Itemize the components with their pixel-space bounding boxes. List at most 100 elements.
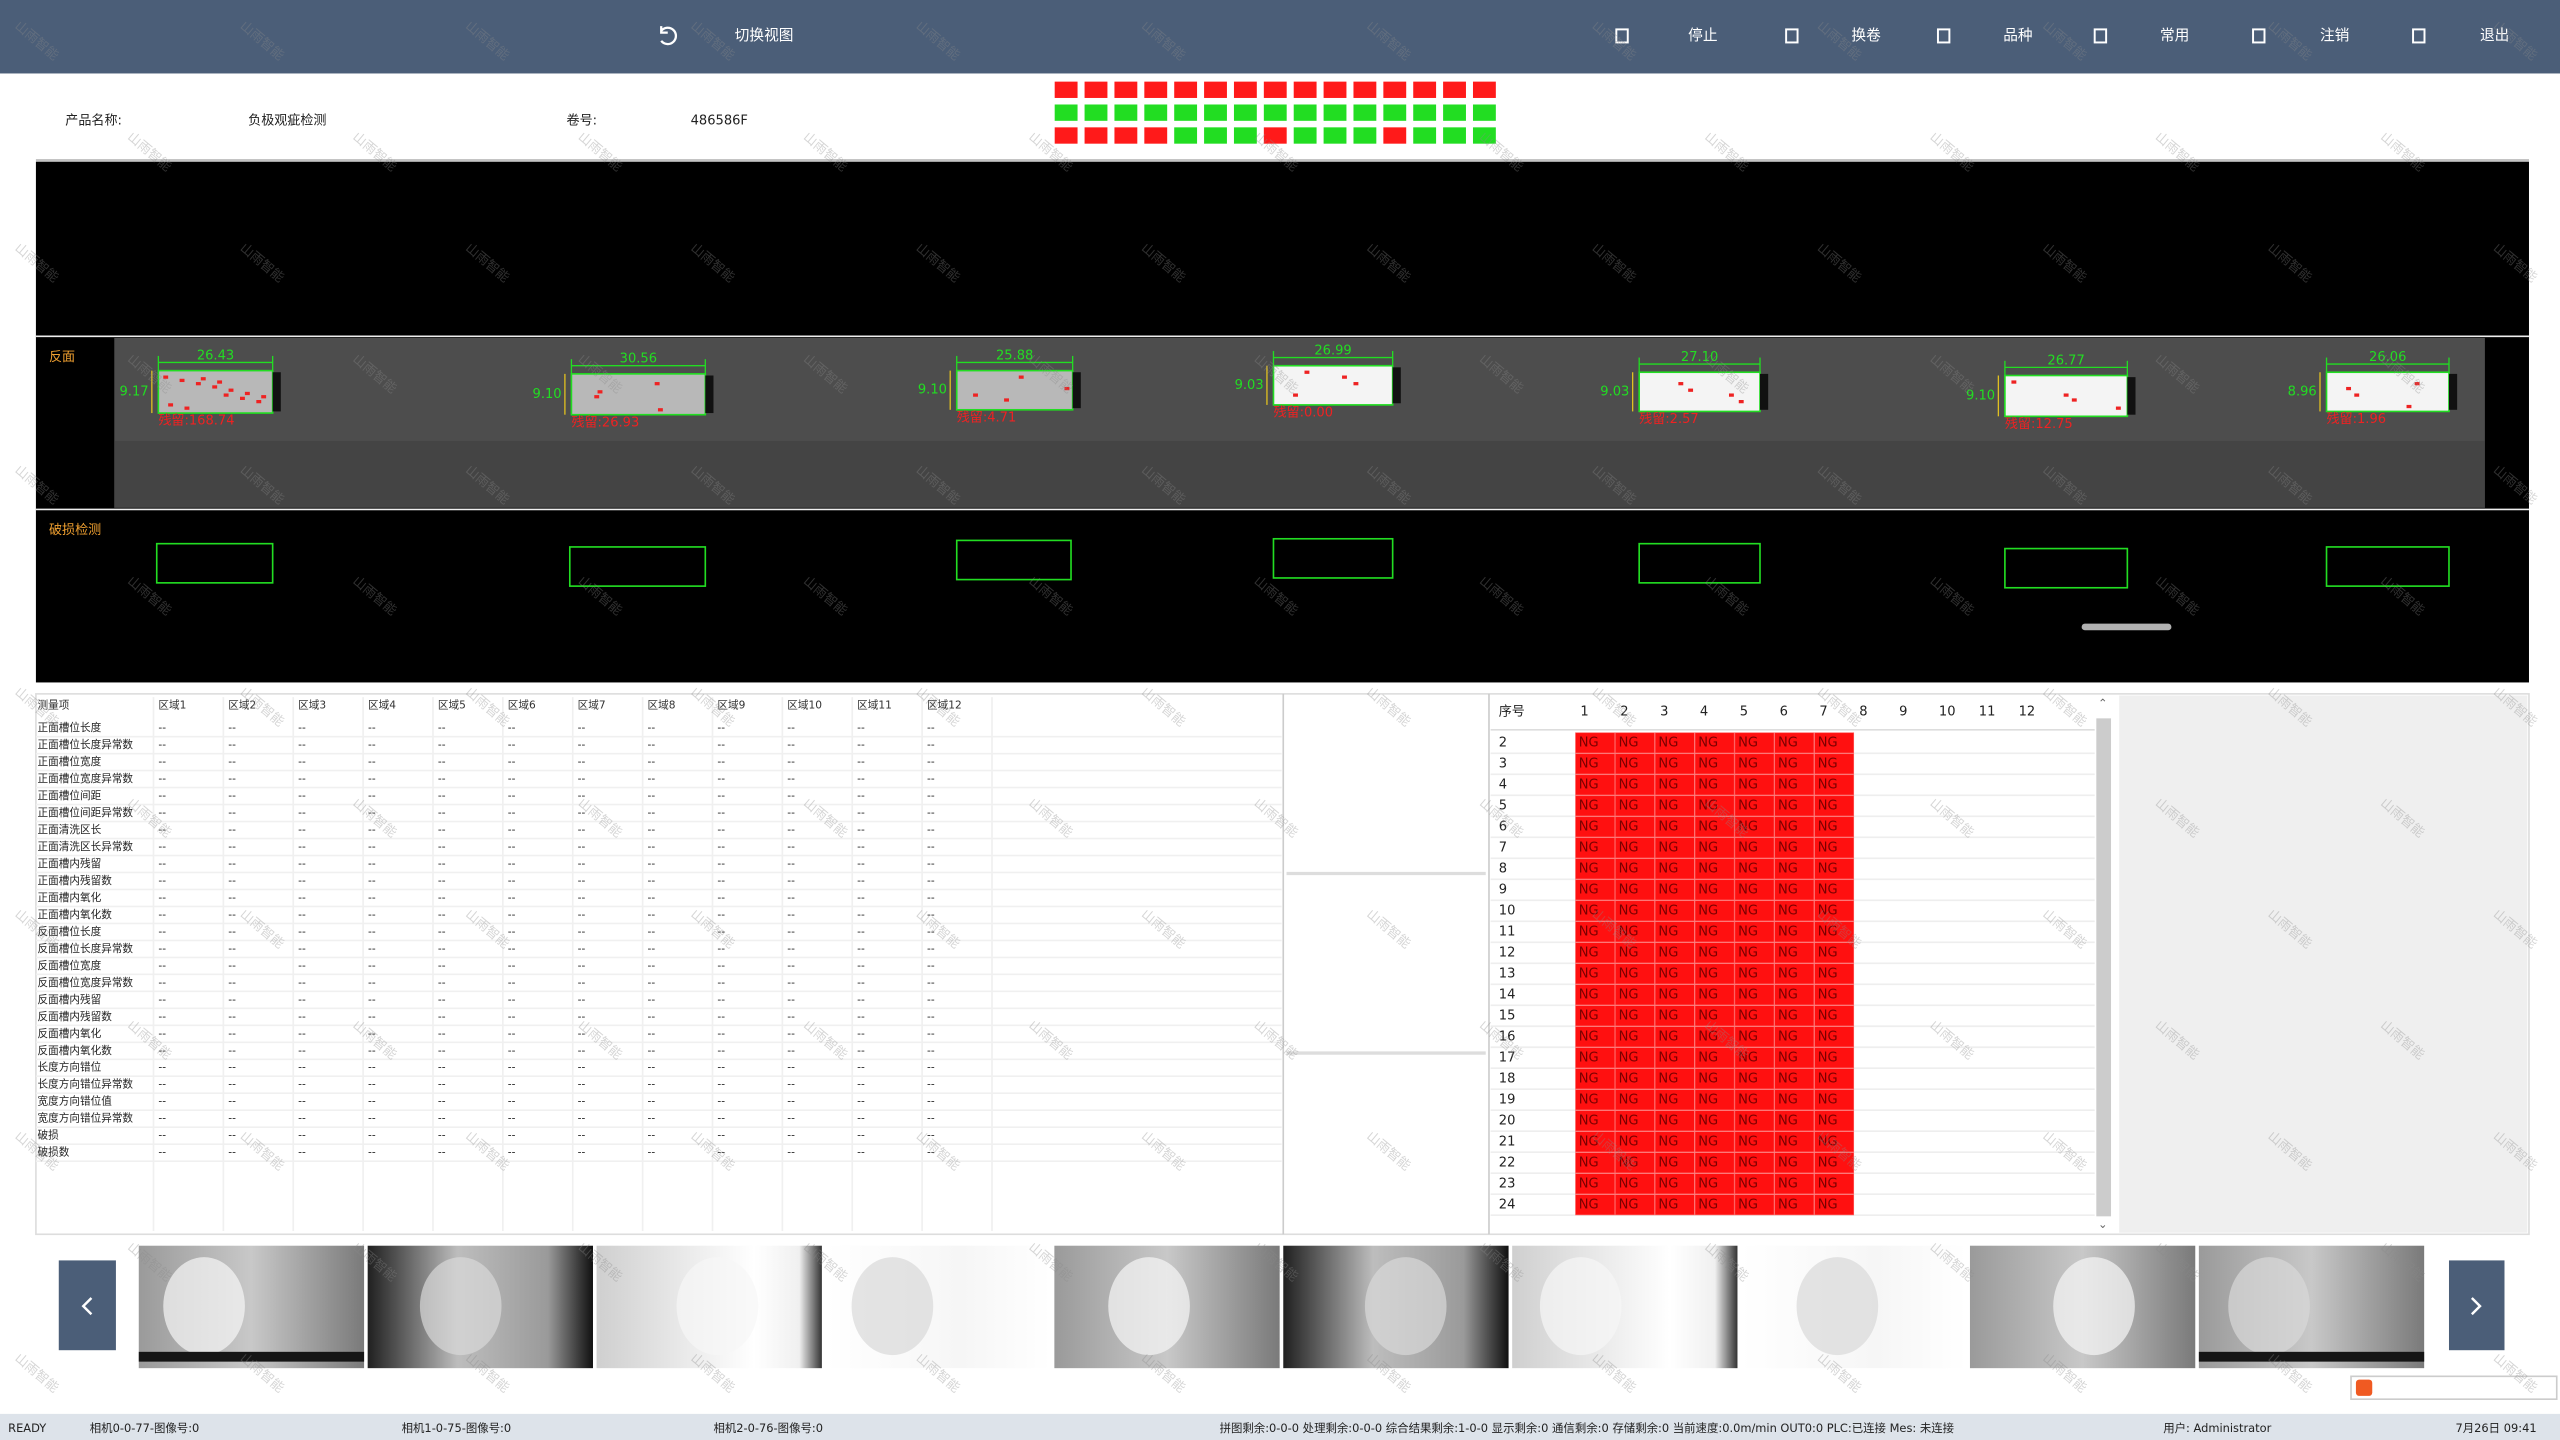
measure-cell: -- — [228, 857, 236, 870]
ng-index: 16 — [1499, 1029, 1516, 1044]
measure-cell: -- — [648, 925, 656, 938]
ng-cell — [1774, 753, 1815, 775]
ng-cell-text: NG — [1778, 1176, 1798, 1191]
ng-cell — [1694, 837, 1735, 859]
measure-item: 正面槽内残留 — [38, 857, 102, 870]
prev-button[interactable] — [58, 1260, 116, 1351]
toolbar-button[interactable]: 品种 — [2003, 27, 2032, 44]
scroll-up[interactable]: ⌃ — [2098, 696, 2108, 710]
toolbar-icon[interactable] — [2412, 28, 2426, 44]
status-cell — [1323, 127, 1347, 144]
ng-cell — [1814, 900, 1855, 922]
measure-item: 破损 — [38, 1129, 60, 1142]
measure-cell: -- — [648, 772, 656, 785]
measure-cell: -- — [228, 823, 236, 836]
status-cell — [1204, 127, 1227, 144]
ng-cell-text: NG — [1658, 840, 1678, 855]
measure-cell: -- — [368, 738, 376, 751]
ng-cell-text: NG — [1658, 1155, 1678, 1170]
scroll-down[interactable]: ⌄ — [2098, 1217, 2108, 1231]
measure-cell: -- — [158, 1112, 166, 1125]
measure-cell: -- — [508, 959, 516, 972]
measure-cell: -- — [508, 1027, 516, 1040]
ng-cell — [1734, 963, 1775, 985]
status-cell — [1383, 127, 1407, 144]
ng-cell-text: NG — [1619, 1155, 1639, 1170]
status-cell — [1084, 127, 1108, 144]
switch-view-button[interactable]: 切换视图 — [735, 27, 794, 44]
toolbar-button[interactable]: 注销 — [2320, 27, 2349, 44]
measure-cell: -- — [158, 840, 166, 853]
next-arrow[interactable] — [2470, 1297, 2482, 1316]
ng-cell — [1694, 795, 1735, 817]
ng-cell — [1615, 753, 1655, 775]
ng-cell-text: NG — [1698, 735, 1718, 750]
ng-cell — [1694, 1173, 1735, 1195]
ng-cell-text: NG — [1698, 966, 1718, 981]
toolbar-icon[interactable] — [1936, 28, 1951, 44]
measure-cell: -- — [787, 823, 795, 836]
measure-cell: -- — [648, 738, 656, 751]
toolbar-button[interactable]: 停止 — [1688, 27, 1717, 44]
measure-cell: -- — [927, 942, 935, 955]
ng-cell — [1575, 795, 1616, 817]
thumbnail-blob — [419, 1257, 502, 1356]
measure-cell: -- — [438, 1010, 446, 1023]
ng-cell — [1694, 1026, 1735, 1048]
ng-cell — [1615, 963, 1655, 985]
ng-cell-text: NG — [1738, 777, 1758, 792]
defect-spot — [168, 403, 174, 407]
toolbar-button[interactable]: 常用 — [2160, 27, 2189, 44]
toolbar-icon[interactable] — [1615, 28, 1629, 44]
toolbar-icon[interactable] — [2093, 28, 2108, 44]
measure-cell: -- — [438, 942, 446, 955]
ng-cell — [1615, 1047, 1655, 1069]
ng-cell-text: NG — [1619, 819, 1639, 834]
ng-cell-text: NG — [1738, 1050, 1758, 1065]
measure-cell: -- — [787, 874, 795, 887]
ng-index: 24 — [1499, 1197, 1516, 1212]
ng-cell-text: NG — [1619, 903, 1639, 918]
toolbar-button[interactable]: 换卷 — [1851, 27, 1881, 44]
toolbar-button[interactable]: 退出 — [2480, 27, 2509, 44]
measure-cell: -- — [717, 789, 725, 802]
prev-arrow[interactable] — [81, 1297, 93, 1316]
defect-spot — [1738, 400, 1744, 404]
ng-cell-text: NG — [1818, 1092, 1838, 1107]
measure-cell: -- — [578, 1129, 586, 1142]
ng-cell-text: NG — [1698, 840, 1718, 855]
measure-cell: -- — [927, 1095, 935, 1108]
switch-view-icon[interactable] — [660, 26, 678, 46]
width-value: 30.56 — [620, 352, 657, 367]
measure-cell: -- — [228, 959, 236, 972]
ng-cell — [1615, 858, 1655, 880]
measure-item: 正面槽位长度异常数 — [38, 738, 134, 751]
ng-cell — [1654, 1131, 1695, 1153]
toolbar-icon[interactable] — [2252, 28, 2266, 44]
ng-cell — [1734, 837, 1775, 859]
scrollbar[interactable] — [2096, 718, 2112, 1217]
measure-cell: -- — [368, 891, 376, 904]
measure-cell: -- — [717, 772, 725, 785]
next-button[interactable] — [2448, 1260, 2505, 1351]
measure-cell: -- — [787, 1044, 795, 1057]
specimen — [1272, 364, 1394, 406]
ng-cell-text: NG — [1619, 924, 1639, 939]
measure-cell: -- — [787, 1061, 795, 1074]
ng-cell-text: NG — [1818, 798, 1838, 813]
specimen-edge — [705, 375, 714, 414]
measure-cell: -- — [717, 959, 725, 972]
measure-cell: -- — [158, 925, 166, 938]
measure-cell: -- — [298, 1010, 306, 1023]
measure-cell: -- — [508, 891, 516, 904]
ng-cell-text: NG — [1619, 1071, 1639, 1086]
measure-cell: -- — [578, 738, 586, 751]
toolbar-icon[interactable] — [1785, 28, 1799, 44]
ng-cell — [1575, 921, 1616, 943]
ng-cell-text: NG — [1738, 1113, 1758, 1128]
measure-cell: -- — [298, 857, 306, 870]
ng-cell — [1694, 1131, 1735, 1153]
ng-cell-text: NG — [1738, 798, 1758, 813]
measure-cell: -- — [438, 1112, 446, 1125]
measure-cell: -- — [927, 874, 935, 887]
